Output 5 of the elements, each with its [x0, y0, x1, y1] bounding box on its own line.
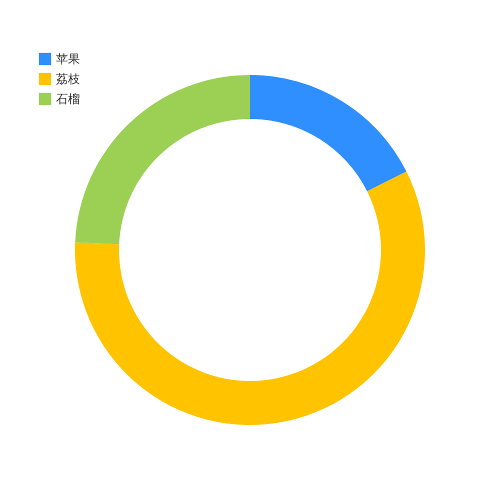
- legend-label: 苹果: [56, 52, 80, 66]
- legend-label: 石榴: [56, 92, 80, 106]
- donut-slice: [75, 172, 425, 425]
- legend-label: 荔枝: [56, 72, 80, 86]
- donut-slice: [250, 75, 406, 192]
